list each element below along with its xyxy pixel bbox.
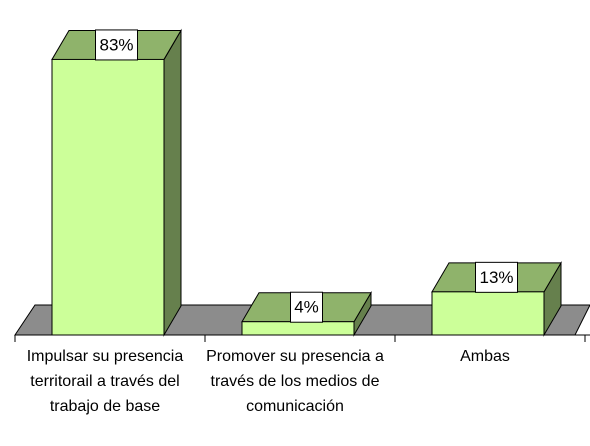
bar [241, 321, 355, 336]
bar [51, 58, 165, 336]
value-label: 13% [479, 268, 513, 287]
x-tick-label: Promover su presencia a través de los me… [206, 348, 384, 415]
value-label-box [475, 261, 518, 293]
bar [431, 291, 545, 336]
x-tick-label: Impulsar su presencia territorail a trav… [26, 348, 184, 415]
value-label: 4% [294, 298, 319, 317]
value-label-box [95, 29, 138, 61]
x-tick-label: Ambas [460, 348, 510, 365]
value-label-box [290, 291, 323, 323]
bar-side [163, 28, 182, 337]
value-label: 83% [99, 35, 133, 54]
